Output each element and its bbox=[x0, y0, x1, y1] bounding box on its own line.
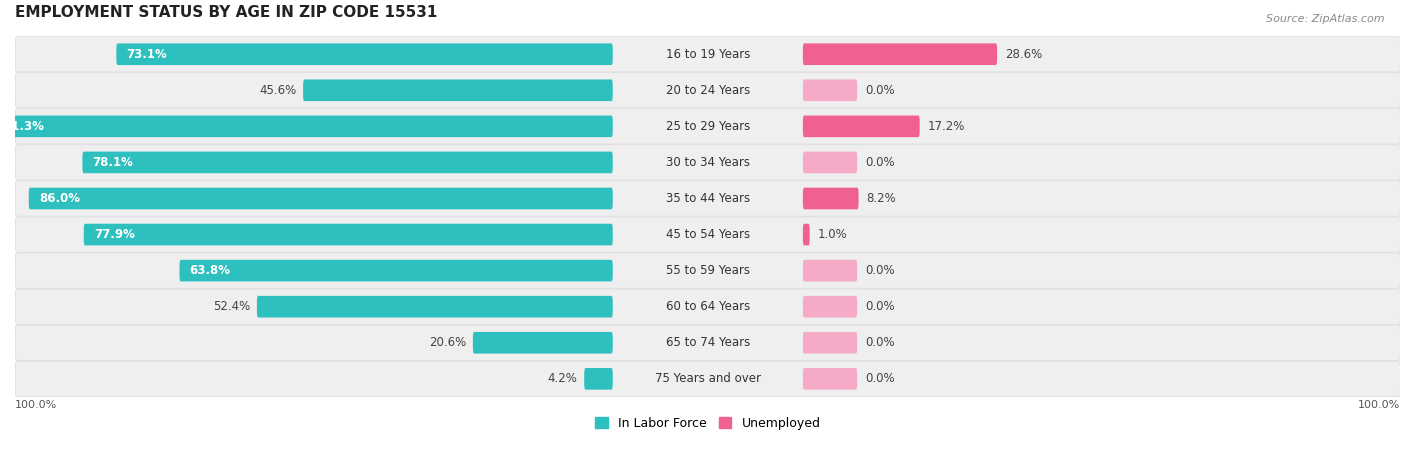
Text: 100.0%: 100.0% bbox=[1358, 400, 1400, 410]
FancyBboxPatch shape bbox=[803, 188, 859, 209]
FancyBboxPatch shape bbox=[803, 296, 858, 318]
Text: 73.1%: 73.1% bbox=[127, 48, 167, 61]
FancyBboxPatch shape bbox=[585, 368, 613, 390]
Text: 78.1%: 78.1% bbox=[93, 156, 134, 169]
Text: 30 to 34 Years: 30 to 34 Years bbox=[666, 156, 749, 169]
FancyBboxPatch shape bbox=[15, 181, 1400, 216]
Text: 4.2%: 4.2% bbox=[547, 373, 578, 385]
Legend: In Labor Force, Unemployed: In Labor Force, Unemployed bbox=[595, 417, 821, 430]
FancyBboxPatch shape bbox=[803, 224, 810, 245]
FancyBboxPatch shape bbox=[803, 152, 858, 173]
Text: 20 to 24 Years: 20 to 24 Years bbox=[665, 84, 749, 97]
Text: 17.2%: 17.2% bbox=[928, 120, 965, 133]
Text: 91.3%: 91.3% bbox=[3, 120, 44, 133]
FancyBboxPatch shape bbox=[28, 188, 613, 209]
Text: 63.8%: 63.8% bbox=[190, 264, 231, 277]
FancyBboxPatch shape bbox=[803, 115, 920, 137]
Text: Source: ZipAtlas.com: Source: ZipAtlas.com bbox=[1267, 14, 1385, 23]
FancyBboxPatch shape bbox=[257, 296, 613, 318]
Text: EMPLOYMENT STATUS BY AGE IN ZIP CODE 15531: EMPLOYMENT STATUS BY AGE IN ZIP CODE 155… bbox=[15, 5, 437, 20]
FancyBboxPatch shape bbox=[803, 79, 858, 101]
Text: 35 to 44 Years: 35 to 44 Years bbox=[666, 192, 749, 205]
Text: 60 to 64 Years: 60 to 64 Years bbox=[665, 300, 749, 313]
Text: 0.0%: 0.0% bbox=[865, 84, 896, 97]
Text: 1.0%: 1.0% bbox=[818, 228, 848, 241]
Text: 86.0%: 86.0% bbox=[39, 192, 80, 205]
Text: 52.4%: 52.4% bbox=[212, 300, 250, 313]
Text: 45.6%: 45.6% bbox=[259, 84, 297, 97]
FancyBboxPatch shape bbox=[803, 368, 858, 390]
Text: 16 to 19 Years: 16 to 19 Years bbox=[665, 48, 749, 61]
Text: 65 to 74 Years: 65 to 74 Years bbox=[665, 336, 749, 349]
FancyBboxPatch shape bbox=[15, 73, 1400, 108]
Text: 0.0%: 0.0% bbox=[865, 300, 896, 313]
FancyBboxPatch shape bbox=[304, 79, 613, 101]
FancyBboxPatch shape bbox=[15, 361, 1400, 396]
Text: 20.6%: 20.6% bbox=[429, 336, 465, 349]
Text: 8.2%: 8.2% bbox=[866, 192, 897, 205]
FancyBboxPatch shape bbox=[15, 109, 1400, 144]
FancyBboxPatch shape bbox=[472, 332, 613, 354]
Text: 75 Years and over: 75 Years and over bbox=[655, 373, 761, 385]
FancyBboxPatch shape bbox=[180, 260, 613, 281]
FancyBboxPatch shape bbox=[0, 115, 613, 137]
FancyBboxPatch shape bbox=[15, 37, 1400, 72]
FancyBboxPatch shape bbox=[15, 325, 1400, 360]
FancyBboxPatch shape bbox=[15, 289, 1400, 324]
FancyBboxPatch shape bbox=[117, 43, 613, 65]
FancyBboxPatch shape bbox=[803, 43, 997, 65]
FancyBboxPatch shape bbox=[803, 332, 858, 354]
FancyBboxPatch shape bbox=[15, 217, 1400, 252]
Text: 28.6%: 28.6% bbox=[1005, 48, 1042, 61]
Text: 55 to 59 Years: 55 to 59 Years bbox=[666, 264, 749, 277]
Text: 45 to 54 Years: 45 to 54 Years bbox=[666, 228, 749, 241]
Text: 0.0%: 0.0% bbox=[865, 264, 896, 277]
Text: 0.0%: 0.0% bbox=[865, 156, 896, 169]
Text: 77.9%: 77.9% bbox=[94, 228, 135, 241]
FancyBboxPatch shape bbox=[803, 260, 858, 281]
FancyBboxPatch shape bbox=[15, 145, 1400, 180]
FancyBboxPatch shape bbox=[84, 224, 613, 245]
Text: 100.0%: 100.0% bbox=[15, 400, 58, 410]
Text: 25 to 29 Years: 25 to 29 Years bbox=[665, 120, 749, 133]
FancyBboxPatch shape bbox=[15, 253, 1400, 288]
Text: 0.0%: 0.0% bbox=[865, 336, 896, 349]
FancyBboxPatch shape bbox=[83, 152, 613, 173]
Text: 0.0%: 0.0% bbox=[865, 373, 896, 385]
